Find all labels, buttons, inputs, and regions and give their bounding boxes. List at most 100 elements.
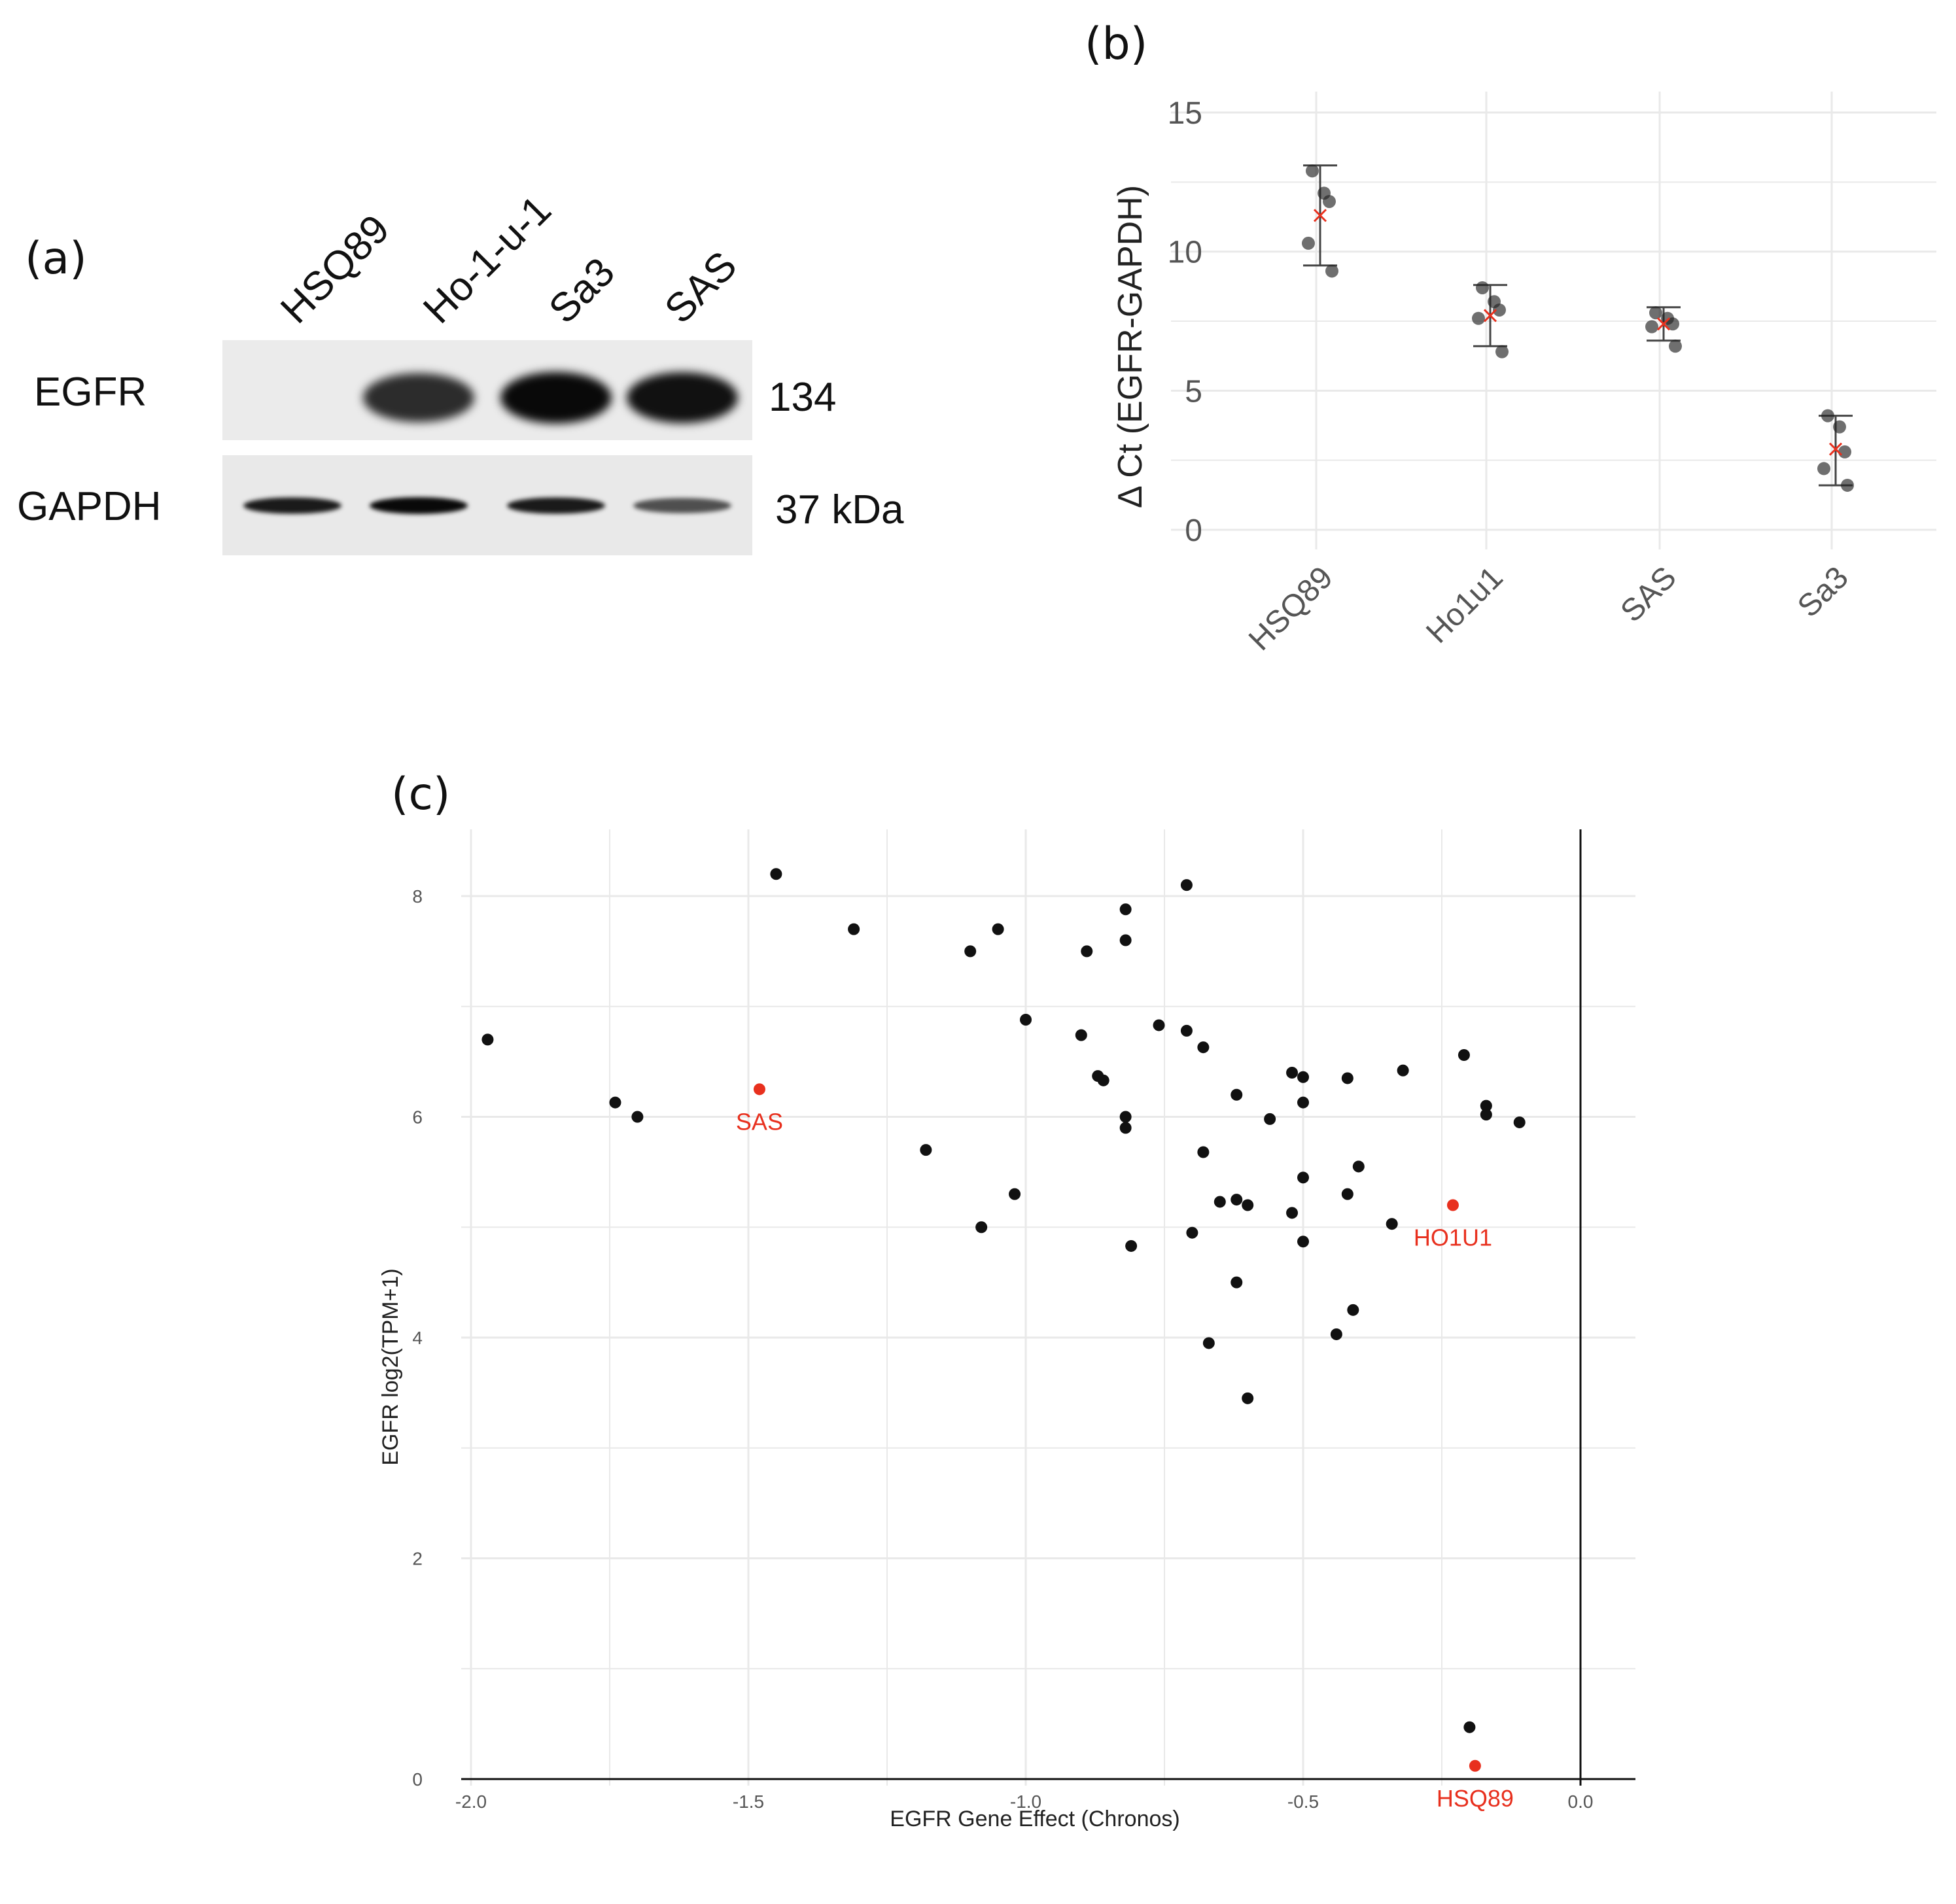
panel-b-point <box>1669 339 1682 353</box>
panel-a-western-blot: (a) HSQ89 Ho-1-u-1 Sa3 SAS EGFR GAPDH 13… <box>17 187 904 555</box>
panel-c-point <box>1231 1194 1243 1206</box>
panel-b-label: (b) <box>1085 18 1147 70</box>
panel-c-point <box>1397 1064 1409 1077</box>
panel-b-point <box>1476 281 1489 294</box>
panel-b-point <box>1841 478 1854 492</box>
lane-label-sas: SAS <box>656 243 746 332</box>
panel-c-point <box>1020 1014 1032 1026</box>
panel-c-x-axis-title: EGFR Gene Effect (Chronos) <box>890 1807 1179 1831</box>
panel-c-point <box>1119 1122 1132 1134</box>
panel-c-point <box>1286 1207 1299 1219</box>
panel-c-point <box>1231 1276 1243 1289</box>
panel-b-point <box>1306 164 1319 178</box>
panel-c-point <box>1197 1146 1210 1158</box>
panel-c-highlight-point <box>753 1083 765 1096</box>
panel-c-point <box>1286 1067 1299 1079</box>
egfr-size-label: 134 <box>769 375 836 420</box>
egfr-band-sa3 <box>500 372 612 424</box>
panel-c-point <box>1341 1188 1353 1200</box>
panel-c-point <box>609 1096 621 1109</box>
panel-c-point <box>1341 1072 1353 1084</box>
gapdh-band-sas <box>633 498 731 513</box>
panel-b-point <box>1645 320 1658 334</box>
panel-c-point <box>1231 1088 1243 1101</box>
lane-label-hsq89: HSQ89 <box>272 206 398 332</box>
panel-b-point <box>1817 462 1830 476</box>
panel-b-mean-marker <box>1656 317 1671 331</box>
panel-c-point <box>1186 1226 1198 1239</box>
panel-c-point <box>1119 1111 1132 1123</box>
panel-c-point <box>1330 1328 1342 1340</box>
panel-b-delta-ct-plot: (b) 0 5 10 15 HSQ89 Ho1u1 SAS Sa3 Δ Ct (EGFR-G… <box>1085 18 1936 657</box>
panel-c-point <box>1097 1074 1109 1086</box>
panel-c-point <box>1264 1113 1276 1125</box>
panel-b-point <box>1833 420 1846 434</box>
panel-c-point <box>1009 1188 1021 1200</box>
lane-label-ho-1-u-1: Ho-1-u-1 <box>415 187 560 332</box>
panel-c-point <box>1297 1236 1309 1248</box>
panel-b-means <box>1313 209 1843 456</box>
panel-c-xtick-label: -1.5 <box>733 1791 764 1812</box>
panel-c-point <box>992 923 1004 935</box>
lane-label-sa3: Sa3 <box>540 249 623 332</box>
panel-b-point <box>1495 345 1509 358</box>
panel-c-highlight-point <box>1469 1759 1481 1772</box>
panel-c-point <box>1202 1337 1215 1349</box>
egfr-band-sas <box>627 372 738 423</box>
panel-c-point <box>1197 1041 1210 1054</box>
panel-b-mean-marker <box>1313 209 1327 222</box>
panel-c-scatter-plot: (c) 0 2 4 6 8 -2.0 -1.5 -1.0 -0.5 0.0 SAS HO1U1 HS… <box>378 769 1635 1831</box>
panel-b-point <box>1325 264 1338 278</box>
panel-c-point <box>1242 1392 1254 1404</box>
panel-b-xtick-label: Ho1u1 <box>1420 560 1509 649</box>
panel-c-points <box>481 868 1526 1733</box>
panel-b-xtick-label: SAS <box>1614 560 1683 629</box>
egfr-bands <box>363 372 738 424</box>
panel-c-point <box>1180 1024 1193 1037</box>
panel-b-point <box>1323 195 1336 209</box>
panel-c-point <box>1480 1099 1492 1112</box>
panel-c-label: (c) <box>391 769 450 820</box>
gapdh-size-label: 37 kDa <box>775 487 904 532</box>
panel-c-ytick-label: 4 <box>412 1328 423 1348</box>
panel-b-point <box>1821 409 1834 423</box>
panel-c-xtick-label: 0.0 <box>1568 1791 1594 1812</box>
panel-c-ytick-label: 0 <box>412 1769 423 1790</box>
panel-b-point <box>1666 317 1679 331</box>
panel-c-highlighted-points: SAS HO1U1 HSQ89 <box>736 1083 1514 1812</box>
gapdh-band-sa3 <box>507 497 605 514</box>
panel-b-x-ticks: HSQ89 Ho1u1 SAS Sa3 <box>1242 560 1855 657</box>
panel-c-point <box>1513 1116 1526 1128</box>
gapdh-bands <box>243 497 731 514</box>
panel-c-highlight-label: SAS <box>736 1108 783 1135</box>
panel-c-point <box>920 1144 932 1156</box>
panel-c-point <box>1458 1049 1470 1061</box>
panel-b-mean-marker <box>1483 309 1497 322</box>
panel-c-point <box>770 868 782 880</box>
panel-c-point <box>1180 879 1193 891</box>
panel-c-highlight-label: HSQ89 <box>1437 1785 1514 1812</box>
panel-c-zero-axes <box>461 829 1635 1786</box>
panel-c-point <box>1119 903 1132 916</box>
panel-c-point <box>1297 1071 1309 1083</box>
panel-c-point <box>1125 1239 1138 1252</box>
gapdh-band-hsq89 <box>243 497 341 514</box>
panel-c-point <box>1463 1721 1476 1733</box>
panel-b-y-ticks: 0 5 10 15 <box>1168 96 1202 548</box>
panel-c-point <box>1297 1096 1309 1109</box>
egfr-band-ho-1-u-1 <box>363 373 474 423</box>
panel-c-y-ticks: 0 2 4 6 8 <box>412 886 423 1790</box>
panel-b-ytick-label: 10 <box>1168 235 1202 270</box>
panel-c-point <box>1347 1304 1359 1316</box>
panel-c-point <box>1081 945 1093 958</box>
panel-c-xtick-label: -2.0 <box>455 1791 487 1812</box>
panel-c-point <box>1075 1029 1087 1041</box>
panel-c-point <box>1480 1109 1492 1121</box>
panel-b-xtick-label: Sa3 <box>1791 560 1855 624</box>
panel-c-point <box>848 923 860 935</box>
panel-b-point <box>1472 311 1485 325</box>
row-label-egfr: EGFR <box>34 370 147 415</box>
panel-b-point <box>1493 303 1506 317</box>
panel-c-gridlines <box>461 829 1635 1786</box>
